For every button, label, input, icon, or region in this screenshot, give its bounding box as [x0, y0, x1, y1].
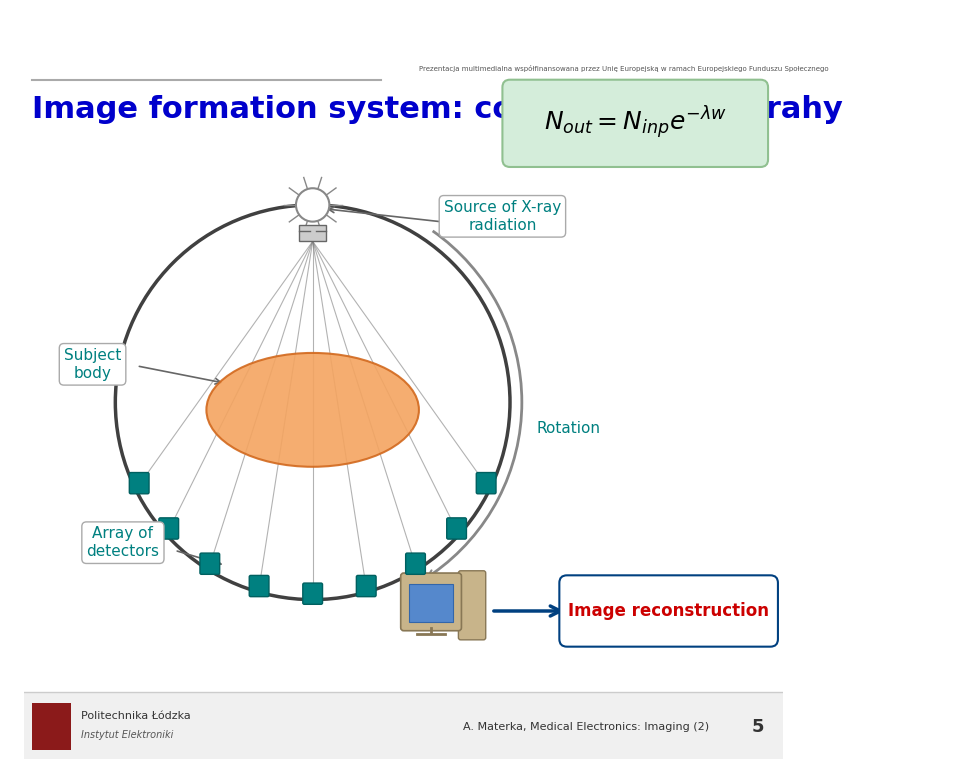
- FancyBboxPatch shape: [400, 573, 462, 631]
- FancyBboxPatch shape: [200, 553, 220, 575]
- Text: Instytut Elektroniki: Instytut Elektroniki: [82, 729, 174, 740]
- Text: Prezentacja multimedialna współfinansowana przez Unię Europejską w ramach Europe: Prezentacja multimedialna współfinansowa…: [419, 65, 828, 72]
- Text: Array of
detectors: Array of detectors: [86, 527, 159, 559]
- Bar: [299, 225, 326, 241]
- FancyBboxPatch shape: [560, 575, 778, 647]
- FancyBboxPatch shape: [356, 575, 376, 597]
- Text: Politechnika Łódzka: Politechnika Łódzka: [82, 710, 191, 721]
- Ellipse shape: [206, 353, 419, 467]
- Bar: [24, 692, 783, 759]
- Text: Source of X-ray
radiation: Source of X-ray radiation: [444, 200, 561, 232]
- Text: Image reconstruction: Image reconstruction: [568, 602, 769, 620]
- Text: Rotation: Rotation: [537, 421, 601, 436]
- FancyBboxPatch shape: [130, 473, 149, 494]
- Circle shape: [296, 188, 329, 222]
- FancyBboxPatch shape: [446, 518, 467, 539]
- FancyBboxPatch shape: [250, 575, 269, 597]
- FancyBboxPatch shape: [502, 80, 768, 167]
- FancyBboxPatch shape: [159, 518, 179, 539]
- FancyBboxPatch shape: [476, 473, 496, 494]
- Text: Subject
body: Subject body: [64, 348, 121, 380]
- FancyBboxPatch shape: [302, 583, 323, 604]
- FancyBboxPatch shape: [406, 553, 425, 575]
- Text: Image formation system: computed tomograhy: Image formation system: computed tomogra…: [32, 95, 843, 124]
- Text: $N_{out} = N_{inp}e^{-\lambda w}$: $N_{out} = N_{inp}e^{-\lambda w}$: [543, 104, 727, 142]
- Bar: [32, 703, 71, 750]
- FancyBboxPatch shape: [409, 584, 453, 622]
- FancyBboxPatch shape: [458, 571, 486, 640]
- Text: 5: 5: [752, 718, 764, 736]
- Text: A. Materka, Medical Electronics: Imaging (2): A. Materka, Medical Electronics: Imaging…: [463, 722, 709, 732]
